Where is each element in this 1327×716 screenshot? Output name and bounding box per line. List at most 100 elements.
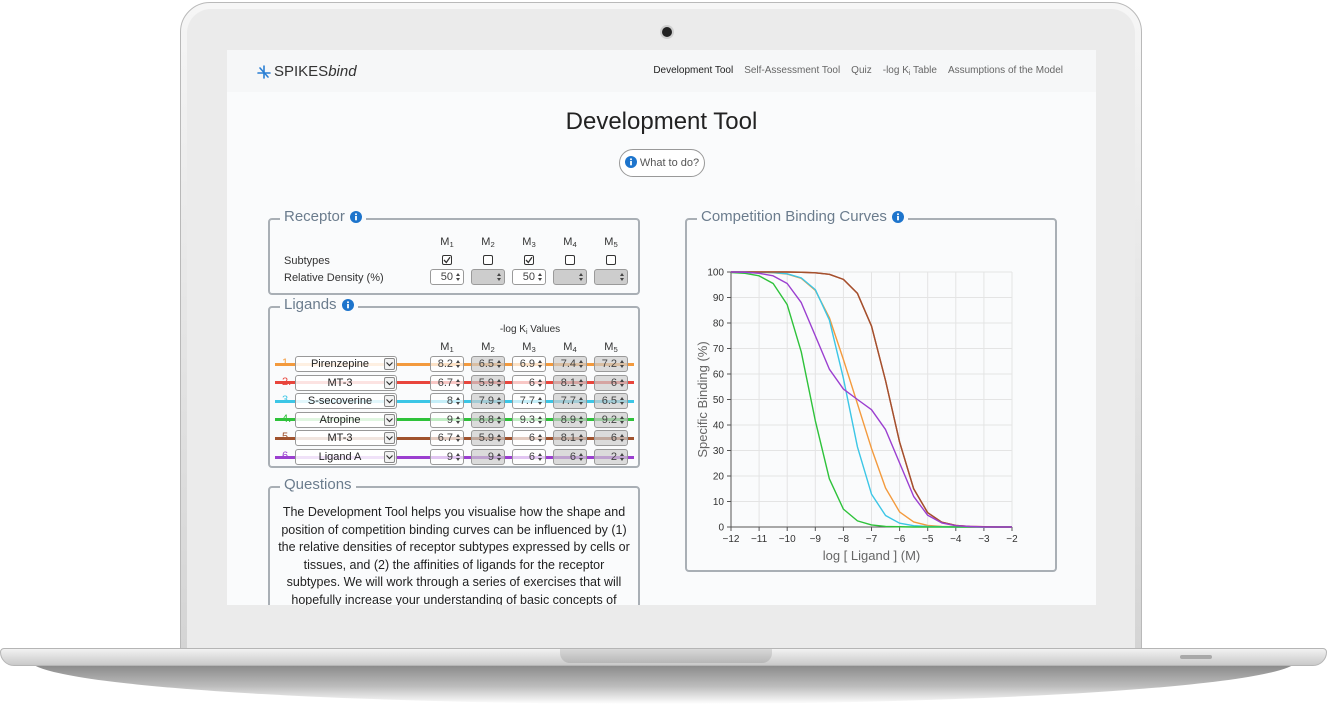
input-value: 6 [610,432,617,445]
number-input[interactable]: 7.9 [471,393,505,410]
spinner-up [497,397,501,401]
screen: SPIKESbind Development Tool Self-Assessme… [227,50,1096,605]
spinner-up [538,397,542,401]
ligand-select[interactable]: MT-3 [295,430,397,447]
info-bar [629,160,632,165]
spinner-down [620,439,624,443]
spinner-up [497,378,501,382]
number-input[interactable]: 8.2 [430,356,464,372]
spinner-down [456,383,460,387]
nav-link[interactable]: Quiz [851,65,872,76]
nav-link[interactable]: -log Ki Table [883,65,937,77]
number-input[interactable]: 7.2 [594,356,628,372]
number-input[interactable]: 5.9 [471,374,505,391]
checkbox[interactable] [565,255,575,265]
spinner-up [456,360,460,363]
number-input[interactable]: 6.9 [512,356,546,372]
spinner-up [579,273,583,276]
spinner-up [620,397,624,401]
number-input[interactable]: 8.1 [553,374,587,391]
panel-legend: Competition Binding Curves [697,208,908,225]
input-value: 7.9 [478,395,494,408]
ligand-select[interactable]: S-secoverine [295,393,397,410]
spinner-up [497,415,501,419]
number-input[interactable]: 5.9 [471,430,505,447]
number-input[interactable]: 9.2 [594,411,628,428]
brand-text: SPIKES [274,63,329,80]
number-input[interactable]: 9.3 [512,411,546,428]
info-icon[interactable] [891,210,904,223]
column-header: M2 [473,341,503,354]
brand-italic: bind [328,63,357,80]
brand[interactable]: SPIKESbind [274,63,357,80]
input-value: 6 [528,451,535,463]
number-input[interactable]: 9 [430,449,464,465]
number-input[interactable]: 50 [512,269,546,285]
nav-link[interactable]: Self-Assessment Tool [744,65,841,76]
number-input[interactable]: 8.1 [553,430,587,447]
column-header-text: M [440,341,450,353]
brand-icon [257,65,271,79]
chevron [386,380,393,385]
spinner-down [456,439,460,443]
x-tick-label: −12 [723,534,740,545]
number-input[interactable] [553,269,587,285]
ligand-name: Ligand A [318,451,362,463]
spinner-down [456,402,460,406]
number-input[interactable]: 8.9 [553,411,587,428]
number-input[interactable]: 6.7 [430,374,464,391]
checkbox[interactable] [524,255,534,265]
nav-link[interactable]: Development Tool [653,65,734,76]
number-input[interactable]: 6 [512,449,546,465]
number-input[interactable]: 9 [471,449,505,465]
number-input[interactable]: 6 [512,430,546,447]
number-input[interactable]: 50 [430,269,464,285]
number-input[interactable] [471,269,505,285]
input-value: 6.7 [437,432,453,445]
number-input[interactable]: 2 [594,449,628,465]
checkbox[interactable] [483,255,493,265]
number-input[interactable]: 7.4 [553,356,587,372]
info-icon[interactable] [349,210,362,223]
number-input[interactable]: 7.7 [512,393,546,410]
number-input[interactable]: 6 [594,374,628,391]
spinner-up [538,378,542,382]
power-light [1180,655,1212,659]
nav-link[interactable]: Assumptions of the Model [947,65,1063,76]
spinner-up [497,453,501,456]
ligand-select[interactable]: Pirenzepine [295,356,397,372]
spinner-down [538,458,542,461]
number-input[interactable]: 6 [512,374,546,391]
spinner-down [497,383,501,387]
legend-text: Ligands [284,296,337,313]
number-input[interactable]: 6 [594,430,628,447]
spinner-up [456,397,460,401]
input-value: 8.2 [437,358,453,370]
checkbox[interactable] [442,255,452,265]
info-icon[interactable] [341,298,354,311]
chart: 0 10 20 30 40 50 60 70 80 90 100 −12 −11 −10 −9 −8 −7 −6 −… [695,268,1018,564]
help-button[interactable]: What to do? [619,149,705,177]
help-icon-slot [624,155,637,171]
ligand-select[interactable]: MT-3 [295,374,397,391]
number-input[interactable] [594,269,628,285]
row-label: Subtypes [284,255,330,267]
number-input[interactable]: 6.7 [430,430,464,447]
info-icon[interactable] [624,155,637,168]
x-tick-label: −4 [950,534,962,545]
spinner-down [456,278,460,281]
number-input[interactable]: 8 [430,393,464,410]
number-input[interactable]: 9 [430,411,464,428]
number-input[interactable]: 7.7 [553,393,587,410]
ligand-select[interactable]: Atropine [295,411,397,428]
number-input[interactable]: 6.5 [471,356,505,372]
spinner-up [620,360,624,363]
number-input[interactable]: 6 [553,449,587,465]
chevron-path [386,436,393,441]
number-input[interactable]: 8.8 [471,411,505,428]
ligand-select[interactable]: Ligand A [295,449,397,465]
checkbox[interactable] [606,255,616,265]
spinner-up [456,453,460,456]
subtype-header: M3 [514,236,544,249]
number-input[interactable]: 6.5 [594,393,628,410]
